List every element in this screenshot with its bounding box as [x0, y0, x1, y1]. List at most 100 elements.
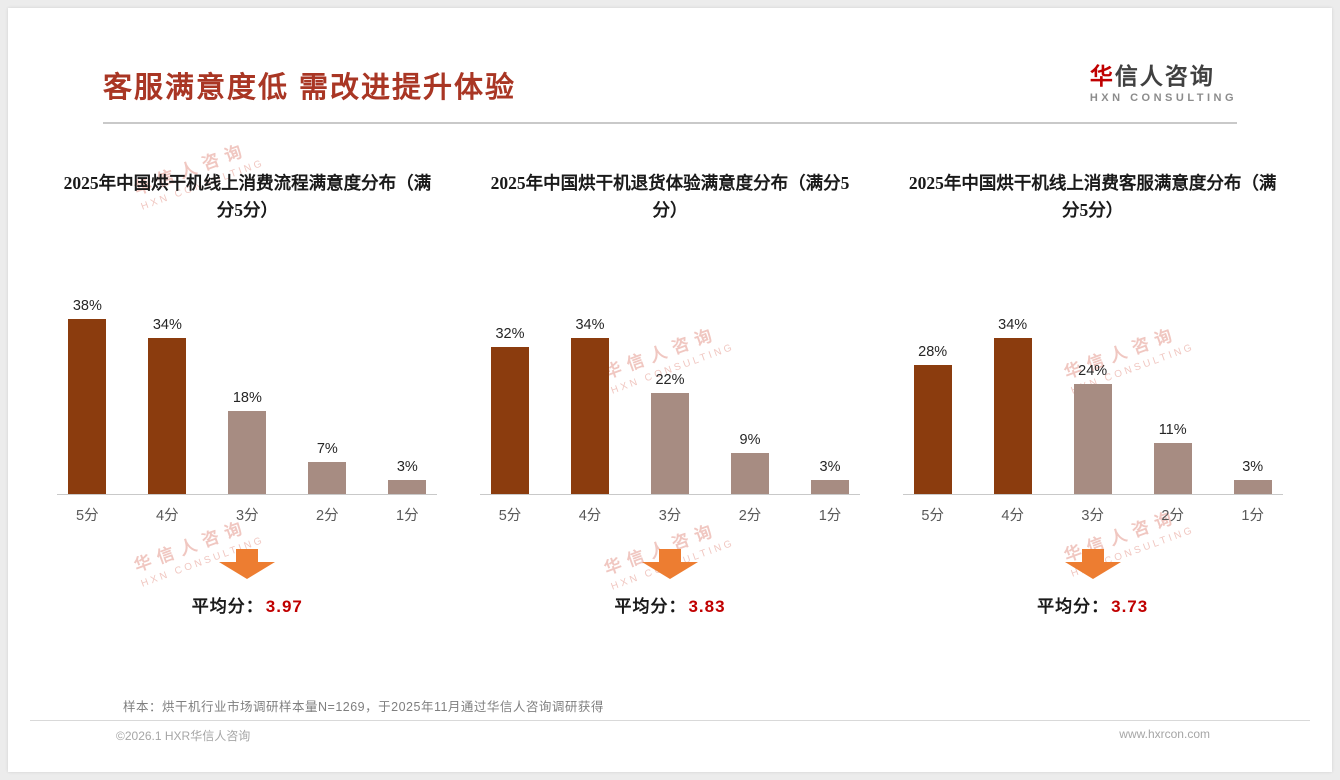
average-label: 平均分： [1037, 597, 1110, 616]
x-axis-label: 3分 [236, 508, 259, 524]
bar-group: 3% [1233, 459, 1272, 494]
bar-group: 18% [228, 390, 267, 494]
chart-title: 2025年中国烘干机线上消费客服满意度分布（满分5分） [908, 173, 1277, 221]
bar-value-label: 7% [316, 441, 338, 457]
bar-group: 3% [388, 459, 427, 494]
bar [148, 338, 187, 494]
bar-value-label: 3% [1242, 459, 1264, 475]
logo-subtext: HXN CONSULTING [1089, 92, 1237, 105]
bar-group: 32% [491, 326, 529, 494]
company-logo: 华信人咨询 HXN CONSULTING [1089, 63, 1237, 105]
bar-value-label: 3% [819, 459, 841, 475]
x-axis-labels: 5分 4分 3分 2分 1分 [480, 504, 860, 525]
bar-value-label: 11% [1158, 422, 1187, 438]
x-axis-line [480, 494, 860, 495]
bar [651, 393, 689, 494]
average-label: 平均分： [614, 597, 687, 616]
average-score: 平均分： 3.73 [1037, 592, 1148, 617]
down-arrow-icon [219, 549, 276, 579]
x-axis-label: 1分 [1241, 508, 1264, 524]
bar-value-label: 9% [739, 432, 761, 448]
x-axis-line [57, 494, 438, 495]
charts-area: 2025年中国烘干机线上消费流程满意度分布（满分5分） 38% 34% 18% 7% 3… [8, 170, 1332, 617]
bar-group: 9% [731, 432, 769, 494]
bar-group: 7% [308, 441, 347, 494]
bar [308, 462, 347, 494]
bar [811, 480, 849, 494]
bar-plot: 38% 34% 18% 7% 3% [68, 282, 427, 494]
footer-divider [30, 720, 1310, 721]
bar [993, 338, 1032, 494]
bar-value-label: 32% [495, 326, 525, 342]
chart-customer-service-satisfaction: 2025年中国烘干机线上消费客服满意度分布（满分5分） 28% 34% 24% 11%… [881, 170, 1304, 617]
bar-value-label: 34% [575, 317, 605, 333]
bar-group: 22% [651, 372, 689, 494]
x-axis-label: 1分 [396, 508, 419, 524]
bar-group: 28% [913, 344, 952, 494]
bar-plot: 32% 34% 22% 9% 3% [491, 282, 849, 494]
bar-value-label: 3% [396, 459, 418, 475]
bar-value-label: 22% [655, 372, 685, 388]
average-score: 平均分： 3.83 [614, 592, 725, 617]
bar [571, 338, 609, 494]
chart-title: 2025年中国烘干机退货体验满意度分布（满分5分） [490, 173, 850, 221]
x-axis-label: 4分 [1001, 508, 1024, 524]
logo-text-rest: 信人咨询 [1114, 63, 1215, 89]
bar-group: 38% [68, 298, 107, 494]
bar [491, 347, 529, 494]
footer: ©2026.1 HXR华信人咨询 www.hxrcon.com [116, 727, 1210, 744]
x-axis-label: 4分 [578, 508, 602, 524]
bar-value-label: 34% [998, 317, 1028, 333]
x-axis-labels: 5分 4分 3分 2分 1分 [57, 504, 437, 525]
x-axis-label: 5分 [76, 508, 99, 524]
footer-url: www.hxrcon.com [1119, 727, 1210, 741]
average-label: 平均分： [191, 597, 264, 616]
bar [1153, 443, 1192, 494]
x-axis-label: 2分 [316, 508, 339, 524]
average-value: 3.97 [265, 597, 303, 616]
bar-value-label: 24% [1078, 363, 1108, 379]
bar-group: 34% [571, 317, 609, 494]
sample-note: 样本：烘干机行业市场调研样本量N=1269，于2025年11月通过华信人咨询调研… [123, 700, 604, 714]
chart-return-experience-satisfaction: 2025年中国烘干机退货体验满意度分布（满分5分） 32% 34% 22% 9% 3% … [459, 170, 882, 617]
bar [731, 453, 769, 494]
x-axis-label: 1分 [818, 508, 842, 524]
down-arrow-icon [1064, 549, 1121, 579]
x-axis-label: 2分 [738, 508, 762, 524]
x-axis-labels: 5分 4分 3分 2分 1分 [903, 504, 1283, 525]
bar-value-label: 18% [232, 390, 262, 406]
x-axis-label: 2分 [1161, 508, 1184, 524]
logo-mark: 华 [1089, 63, 1115, 89]
x-axis-label: 3分 [658, 508, 682, 524]
logo-text: 华信人咨询 [1089, 63, 1237, 89]
bar [228, 411, 267, 494]
x-axis-label: 4分 [156, 508, 179, 524]
page-title: 客服满意度低 需改进提升体验 [103, 72, 517, 104]
bar-group: 34% [148, 317, 187, 494]
chart-title: 2025年中国烘干机线上消费流程满意度分布（满分5分） [63, 173, 432, 221]
slide-header: 客服满意度低 需改进提升体验 华信人咨询 HXN CONSULTING [8, 8, 1332, 106]
bar-group: 34% [993, 317, 1032, 494]
bar [1073, 384, 1112, 494]
average-value: 3.73 [1111, 597, 1149, 616]
slide: 华信人咨询 HXN CONSULTING 华信人咨询 HXN CONSULTING 华信… [8, 8, 1332, 772]
bar-plot: 28% 34% 24% 11% 3% [913, 282, 1272, 494]
bar [1233, 480, 1272, 494]
down-arrow-icon [642, 549, 698, 579]
bar-value-label: 34% [152, 317, 182, 333]
bar [388, 480, 427, 494]
bar-value-label: 38% [72, 298, 102, 314]
average-score: 平均分： 3.97 [192, 592, 303, 617]
bar-group: 24% [1073, 363, 1112, 494]
average-value: 3.83 [688, 597, 726, 616]
x-axis-label: 5分 [498, 508, 522, 524]
bar [68, 319, 107, 494]
footer-copyright: ©2026.1 HXR华信人咨询 [116, 729, 251, 743]
x-axis-label: 5分 [921, 508, 944, 524]
bar-group: 11% [1153, 422, 1192, 494]
title-divider [103, 122, 1237, 124]
x-axis-label: 3分 [1081, 508, 1104, 524]
bar-group: 3% [811, 459, 849, 494]
bar [913, 365, 952, 494]
